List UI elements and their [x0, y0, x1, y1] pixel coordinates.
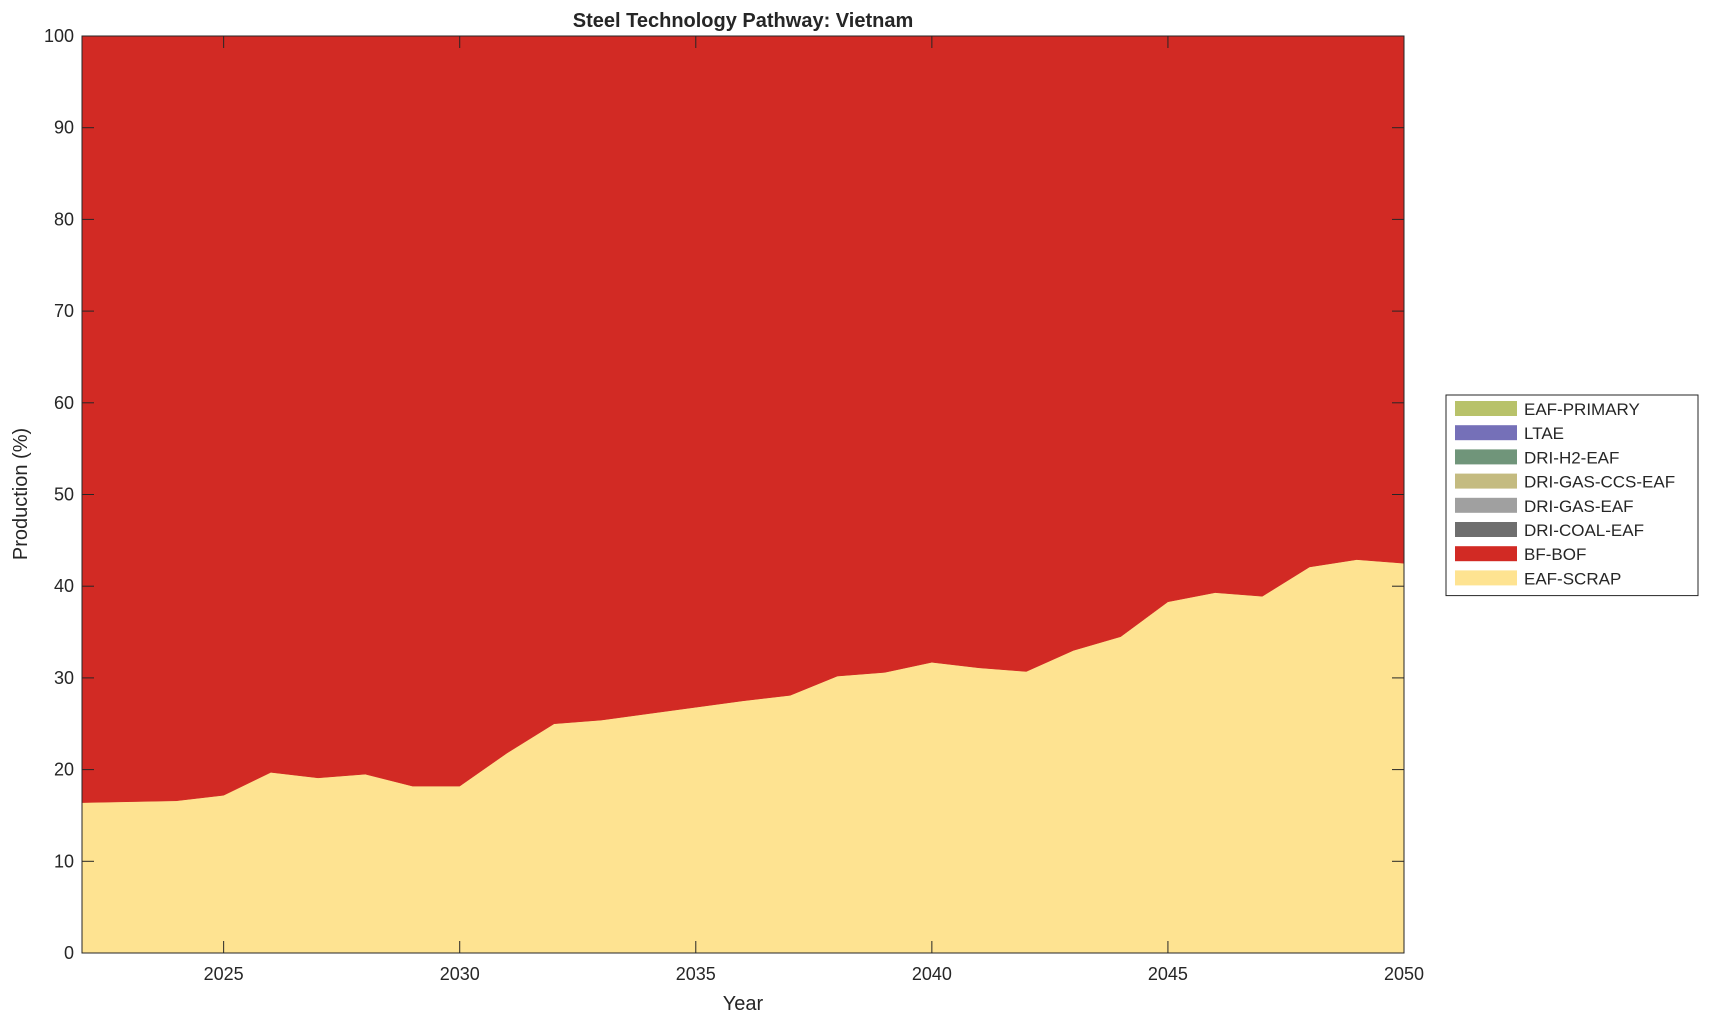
legend-swatch: [1455, 401, 1517, 416]
x-tick-label: 2035: [676, 964, 716, 984]
y-tick-label: 40: [54, 576, 74, 596]
legend-swatch: [1455, 473, 1517, 489]
y-tick-label: 70: [54, 301, 74, 321]
y-tick-label: 80: [54, 209, 74, 229]
y-tick-label: 30: [54, 668, 74, 688]
legend-label: DRI-GAS-CCS-EAF: [1524, 473, 1675, 492]
legend-label: LTAE: [1524, 424, 1564, 443]
x-axis-label: Year: [723, 993, 764, 1015]
legend-label: BF-BOF: [1524, 545, 1586, 564]
legend-box: [1445, 394, 1699, 597]
x-tick-label: 2040: [912, 964, 952, 984]
x-tick-label: 2045: [1148, 964, 1188, 984]
y-axis-label: Production (%): [10, 428, 32, 560]
legend-swatch: [1455, 449, 1517, 465]
chart-title: Steel Technology Pathway: Vietnam: [573, 10, 913, 32]
legend-label: EAF-PRIMARY: [1524, 400, 1640, 419]
legend: EAF-PRIMARY LTAE DRI-H2-EAF DRI-GAS-CCS-EAF…: [1445, 394, 1699, 597]
plot-areas: [81, 35, 1405, 954]
legend-swatch: [1455, 546, 1517, 562]
x-tick-label: 2050: [1384, 964, 1424, 984]
y-tick-label: 20: [54, 760, 74, 780]
legend-swatch: [1455, 570, 1517, 586]
legend-swatch: [1455, 425, 1517, 441]
y-tick-label: 90: [54, 118, 74, 138]
y-tick-label: 50: [54, 485, 74, 505]
y-tick-label: 0: [64, 943, 74, 963]
y-tick-label: 10: [54, 851, 74, 871]
y-tick-label: 60: [54, 393, 74, 413]
legend-label: EAF-SCRAP: [1524, 569, 1621, 588]
x-tick-label: 2025: [204, 964, 244, 984]
legend-label: DRI-GAS-EAF: [1524, 497, 1634, 516]
y-tick-label: 100: [44, 26, 74, 46]
legend-swatch: [1455, 497, 1517, 513]
x-tick-label: 2030: [440, 964, 480, 984]
legend-label: DRI-H2-EAF: [1524, 448, 1619, 467]
legend-label: DRI-COAL-EAF: [1524, 521, 1644, 540]
legend-swatch: [1455, 522, 1517, 537]
